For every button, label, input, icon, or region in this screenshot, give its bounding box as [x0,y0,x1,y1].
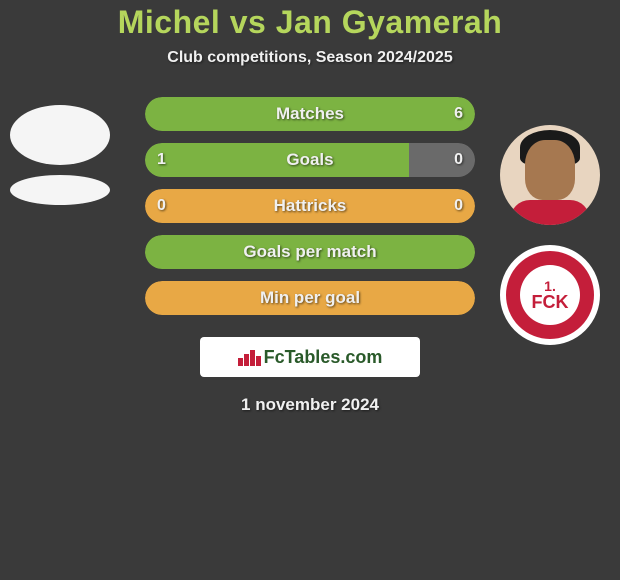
subtitle: Club competitions, Season 2024/2025 [0,49,620,67]
infographic-container: Michel vs Jan Gyamerah Club competitions… [0,0,620,415]
stat-bar: Min per goal [145,281,475,315]
stats-container: Matches6Goals10Hattricks00Goals per matc… [145,97,475,315]
club-text-top: 1. [544,279,556,293]
stat-bar: Goals per match [145,235,475,269]
stat-label: Min per goal [145,281,475,315]
stat-label: Matches [145,97,475,131]
page-title: Michel vs Jan Gyamerah [0,4,620,41]
chart-icon [238,348,260,366]
stat-value-right: 6 [454,97,463,131]
stat-label: Goals per match [145,235,475,269]
club-logo: 1. FCK [500,245,600,345]
stat-bar: Hattricks0 0 [145,189,475,223]
stat-value-right: 0 [454,189,463,223]
stat-value-left: 1 [157,143,166,177]
club-inner: 1. FCK [520,265,580,325]
stat-value-right: 0 [454,143,463,177]
stat-bar: Matches6 [145,97,475,131]
player-right-column: 1. FCK [500,125,600,345]
date-label: 1 november 2024 [0,395,620,415]
stat-label: Goals [145,143,475,177]
player-left-column [10,105,110,205]
stat-value-left: 0 [157,189,166,223]
avatar-face [525,140,575,200]
player-left-avatar [10,105,110,165]
watermark-text: FcTables.com [264,347,383,368]
avatar-shirt [510,200,590,225]
stat-bar: Goals1 0 [145,143,475,177]
player-right-avatar [500,125,600,225]
stat-label: Hattricks [145,189,475,223]
watermark: FcTables.com [200,337,420,377]
club-text-bottom: FCK [532,293,569,311]
player-left-club-placeholder [10,175,110,205]
